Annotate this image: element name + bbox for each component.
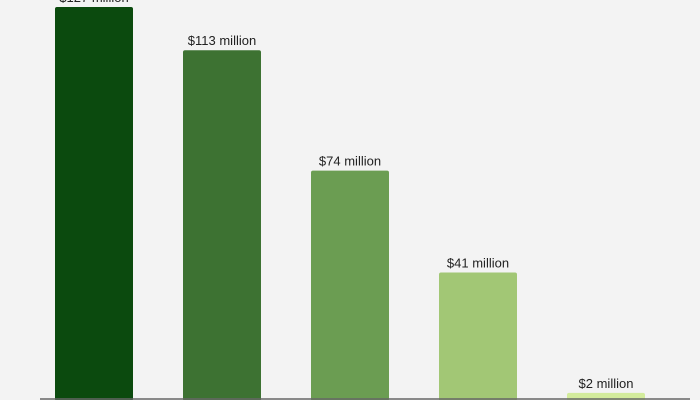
bar-1 xyxy=(55,7,133,400)
data-labels-group: $127 million $113 million $74 million $41 m… xyxy=(59,0,633,391)
bar-value-label-1: $127 million xyxy=(59,0,128,5)
bar-3 xyxy=(311,170,389,400)
bar-4 xyxy=(439,272,517,400)
bar-value-label-2: $113 million xyxy=(188,33,256,48)
bars-group xyxy=(55,7,645,400)
bar-value-label-3: $74 million xyxy=(319,154,381,169)
bar-value-label-5: $2 million xyxy=(579,376,634,391)
bar-5 xyxy=(567,392,645,400)
bar-value-label-4: $41 million xyxy=(447,255,509,270)
bar-2 xyxy=(183,50,261,400)
